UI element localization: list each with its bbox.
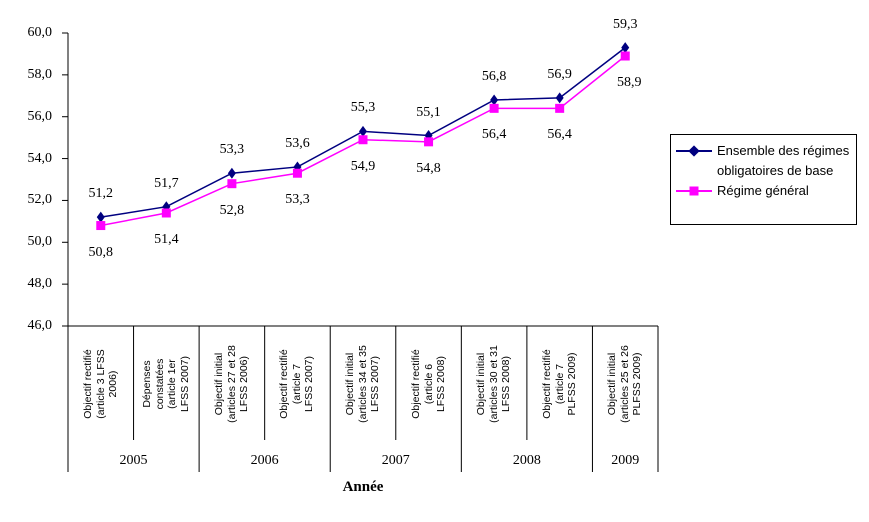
data-label: 55,1 — [416, 104, 441, 120]
y-tick-label: 58,0 — [27, 66, 53, 82]
data-label: 52,8 — [219, 202, 245, 218]
data-label: 53,3 — [219, 142, 245, 158]
y-tick-label: 52,0 — [27, 192, 53, 208]
data-label: 51,7 — [154, 175, 179, 191]
diamond-marker-icon — [555, 92, 564, 104]
square-marker-icon — [424, 137, 434, 147]
square-marker-icon — [555, 103, 565, 113]
square-marker-icon — [489, 103, 499, 113]
legend-label: Régime général — [717, 183, 809, 198]
x-axis-title: Année — [342, 479, 384, 495]
data-label: 58,9 — [616, 75, 642, 91]
data-label: 56,9 — [547, 66, 572, 82]
y-tick-label: 48,0 — [27, 276, 53, 292]
year-label: 2007 — [381, 453, 410, 468]
square-marker-icon — [620, 51, 630, 61]
legend-entry-regime-general: Régime général — [675, 181, 854, 201]
diamond-marker-icon — [359, 125, 367, 137]
data-label: 51,2 — [88, 186, 114, 202]
diamond-marker-icon — [227, 167, 236, 179]
square-marker-icon — [292, 168, 302, 178]
legend-label: Ensemble des régimes obligatoires de bas… — [717, 143, 850, 178]
category-label: Objectif initial (articles 25 et 26 PLFS… — [606, 345, 644, 423]
year-label: 2009 — [611, 453, 640, 468]
data-label: 50,8 — [88, 244, 114, 260]
y-tick-label: 46,0 — [27, 318, 53, 333]
data-label: 51,4 — [154, 231, 179, 247]
diamond-marker-icon — [96, 211, 105, 223]
y-tick-label: 54,0 — [27, 150, 53, 166]
square-marker-icon — [358, 135, 368, 145]
data-label: 54,8 — [416, 160, 441, 176]
legend-entry-ensemble-des-regimes: Ensemble des régimes obligatoires de bas… — [675, 141, 854, 181]
square-marker-icon — [96, 221, 106, 231]
diamond-marker-icon — [490, 94, 499, 106]
data-label: 54,9 — [350, 158, 376, 174]
legend-swatch — [675, 141, 713, 161]
data-label: 53,3 — [285, 192, 310, 208]
year-label: 2008 — [512, 453, 541, 468]
data-label: 55,3 — [350, 100, 376, 116]
diamond-marker-icon — [688, 145, 700, 157]
y-tick-label: 60,0 — [27, 25, 53, 40]
square-marker-icon — [161, 208, 171, 218]
diamond-marker-icon — [621, 42, 630, 54]
square-marker-icon — [227, 179, 237, 189]
square-marker-icon — [689, 186, 699, 196]
legend-swatch — [675, 181, 713, 201]
year-label: 2006 — [250, 453, 279, 468]
year-label: 2005 — [119, 453, 148, 468]
data-label: 56,4 — [481, 127, 507, 143]
y-tick-label: 56,0 — [27, 108, 53, 124]
data-label: 53,6 — [285, 135, 310, 151]
data-label: 56,8 — [481, 68, 507, 84]
legend: Ensemble des régimes obligatoires de bas… — [670, 134, 857, 225]
data-label: 56,4 — [547, 127, 572, 143]
y-tick-label: 50,0 — [27, 234, 53, 250]
data-label: 59,3 — [612, 16, 638, 32]
